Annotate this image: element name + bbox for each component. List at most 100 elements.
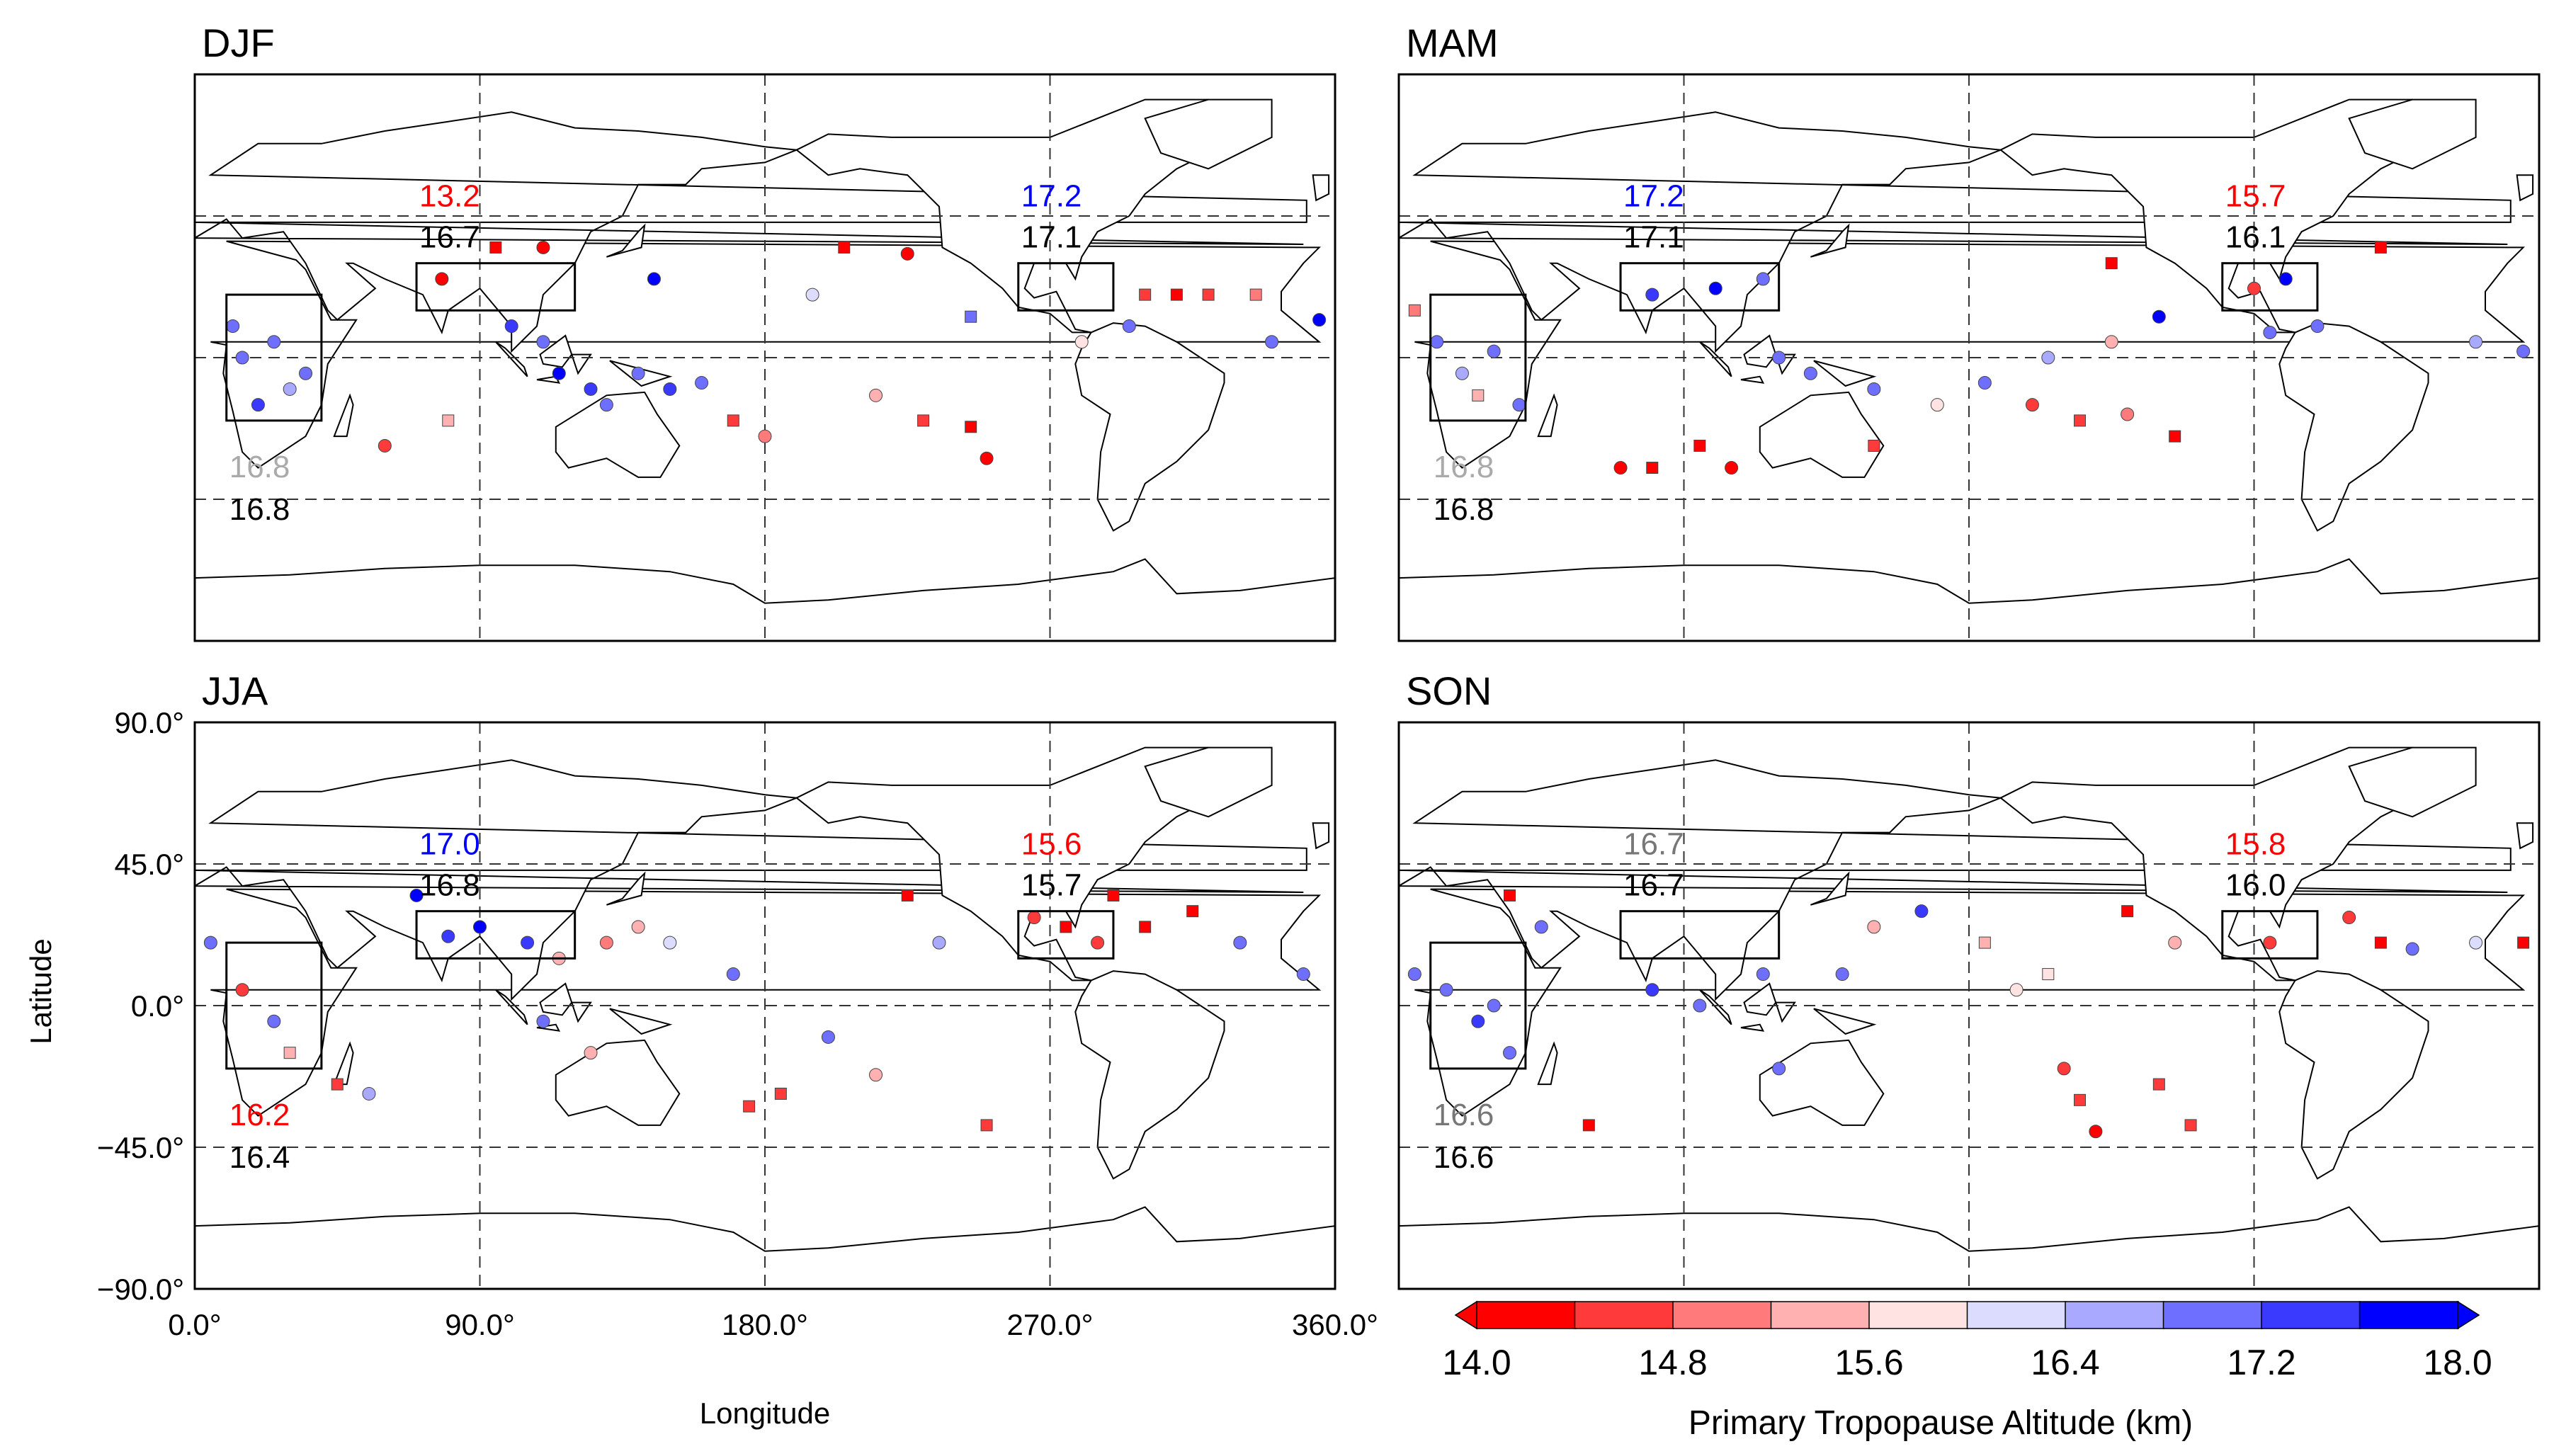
data-point — [1439, 983, 1453, 997]
data-point — [2310, 319, 2325, 334]
region-value-annual: 16.0 — [2225, 868, 2286, 903]
data-point — [2042, 968, 2055, 981]
data-point — [2121, 407, 2135, 421]
region-box-africa — [1429, 941, 1527, 1070]
data-point — [2041, 351, 2055, 365]
data-point — [283, 1047, 296, 1059]
data-point — [1613, 461, 1628, 475]
data-point — [1139, 921, 1152, 933]
region-box-africa — [225, 293, 323, 422]
data-point — [1170, 288, 1183, 301]
panel-frame — [1397, 721, 2541, 1290]
data-point — [1914, 904, 1929, 918]
data-point — [536, 240, 550, 254]
coastline — [195, 759, 1307, 1001]
colorbar-segment — [1966, 1301, 2067, 1329]
coastline — [1074, 322, 1225, 532]
data-point — [1772, 351, 1786, 365]
data-point — [473, 920, 487, 934]
data-point — [599, 935, 613, 950]
data-point — [838, 241, 851, 254]
data-point — [362, 1086, 376, 1100]
data-point — [2405, 942, 2419, 956]
coastline — [570, 353, 592, 375]
region-value-seasonal: 15.8 — [2225, 827, 2286, 862]
coastline — [1740, 1023, 1765, 1032]
data-point — [1645, 288, 1659, 302]
data-point — [1930, 398, 1944, 412]
region-value-seasonal: 16.7 — [1623, 827, 1684, 862]
coastline — [570, 1001, 592, 1023]
data-point — [1646, 462, 1659, 474]
data-point — [2074, 1093, 2087, 1106]
colorbar-tick-label: 17.2 — [2227, 1343, 2295, 1382]
data-point — [226, 319, 240, 334]
y-tick-label: 90.0° — [114, 706, 184, 739]
coastline — [1312, 174, 1330, 202]
coastline — [1740, 375, 1765, 384]
data-point — [536, 335, 550, 349]
data-point — [2374, 936, 2387, 949]
data-point — [2169, 430, 2181, 443]
data-point — [1202, 288, 1215, 301]
data-point — [1091, 935, 1105, 950]
x-axis-label: Longitude — [700, 1397, 831, 1430]
colorbar-segment — [2065, 1301, 2165, 1329]
region-value-seasonal: 17.0 — [419, 827, 480, 862]
y-tick-label: 45.0° — [114, 848, 184, 881]
data-point — [441, 929, 455, 943]
data-point — [1472, 389, 1485, 402]
data-point — [1772, 1062, 1786, 1076]
data-point — [2469, 935, 2483, 950]
colorbar-segment — [2261, 1301, 2361, 1329]
colorbar-segment — [2359, 1301, 2459, 1329]
data-point — [758, 429, 772, 443]
data-point — [2104, 335, 2118, 349]
coastline — [1774, 1001, 1796, 1023]
region-value-seasonal: 16.6 — [1434, 1098, 1494, 1132]
data-point — [1645, 983, 1659, 997]
region-box-asia — [415, 910, 577, 960]
data-point — [1978, 936, 1991, 949]
data-point — [1693, 439, 1706, 452]
coastline — [2278, 970, 2429, 1180]
colorbar: 14.0 14.8 15.6 16.4 17.2 18.0 — [1442, 1300, 2492, 1382]
data-point — [2184, 1119, 2197, 1132]
colorbar-segment — [1868, 1301, 1969, 1329]
coastline — [1144, 746, 1273, 818]
coastline — [795, 98, 1242, 334]
coastline — [1759, 1039, 1885, 1126]
region-value-annual: 16.7 — [1623, 868, 1684, 903]
coastline — [606, 223, 646, 258]
region-value-seasonal: 16.8 — [1434, 450, 1494, 484]
data-point — [1868, 439, 1880, 452]
data-point — [631, 920, 645, 934]
data-point — [235, 351, 249, 365]
data-point — [599, 398, 613, 412]
panel-frame — [193, 721, 1336, 1290]
data-point — [1408, 304, 1421, 317]
data-point — [1756, 272, 1770, 286]
data-point — [1186, 905, 1199, 918]
data-point — [2009, 983, 2024, 997]
coastline — [539, 982, 573, 1016]
colorbar-tick-label: 14.0 — [1442, 1343, 1511, 1382]
data-point — [2374, 241, 2387, 254]
data-point — [2263, 325, 2277, 339]
data-point — [663, 382, 677, 396]
region-value-annual: 17.1 — [1623, 220, 1684, 255]
coastline — [1399, 759, 2512, 1001]
data-point — [1312, 313, 1327, 327]
data-point — [1487, 344, 1501, 358]
data-point — [1074, 335, 1089, 349]
data-point — [1504, 889, 1516, 902]
data-point — [869, 388, 883, 402]
data-point — [695, 376, 709, 390]
panel-jja: 16.2 16.4 17.0 16.8 15.6 15.7 JJA 90.0° 45.0° 0.0… — [97, 669, 1378, 1341]
coastline — [333, 393, 354, 438]
data-point — [2168, 935, 2182, 950]
colorbar-segment — [1770, 1301, 1871, 1329]
y-tick-label: −45.0° — [97, 1131, 184, 1164]
colorbar-max-arrow — [2457, 1300, 2480, 1330]
map-panels: 16.816.813.216.717.217.1DJF16.816.817.21… — [97, 21, 2541, 1341]
